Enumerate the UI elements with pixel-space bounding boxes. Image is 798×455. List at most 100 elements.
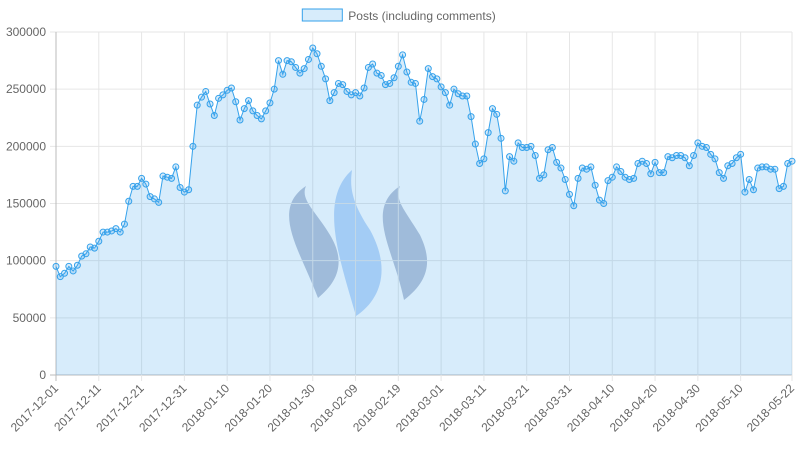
point [471,140,479,148]
point [326,97,334,105]
point [488,105,496,113]
point [82,250,90,258]
point [480,155,488,163]
point [433,75,441,83]
point [356,92,364,100]
point [514,139,522,147]
point [125,197,133,205]
point [245,97,253,105]
point [403,68,411,76]
point [155,198,163,206]
point [630,174,638,182]
point [557,164,565,172]
point [497,134,505,142]
point [715,169,723,177]
y-tick-label: 0 [39,368,46,382]
point [262,107,270,115]
point [450,85,458,93]
point [527,142,535,150]
point [749,186,757,194]
point [197,93,205,101]
point [437,83,445,91]
point [313,50,321,58]
legend-swatch [301,8,343,22]
point [168,174,176,182]
point [339,81,347,89]
point [600,200,608,207]
legend-label: Posts (including comments) [348,9,495,23]
point [690,151,698,159]
point [69,267,77,275]
point [287,58,295,66]
logo-stroke [334,170,382,316]
point [266,99,274,107]
y-tick-label: 250000 [6,82,46,96]
point [279,70,287,78]
point [292,63,300,71]
point [570,202,578,210]
point [206,100,214,108]
point [493,110,501,118]
point [236,116,244,124]
logo-stroke [382,186,428,300]
point [613,163,621,171]
point [617,167,625,175]
point [330,89,338,97]
y-tick-label: 50000 [13,311,47,325]
point [741,188,749,196]
point [779,182,787,190]
point [120,220,128,228]
point [771,165,779,173]
point [275,57,283,65]
point [411,79,419,87]
point [685,162,693,170]
point [467,113,475,121]
y-tick-label: 300000 [6,25,46,39]
grid [50,31,793,381]
point [232,98,240,106]
point [210,111,218,119]
point [360,84,368,92]
point [565,190,573,198]
point [61,269,69,277]
point [390,74,398,82]
point [591,181,599,189]
point [531,151,539,159]
point [133,182,141,190]
point [91,244,99,252]
point [737,150,745,158]
point [510,157,518,165]
point [681,154,689,162]
point [219,91,227,99]
point [788,157,796,165]
legend: Posts (including comments) [301,8,496,23]
point [296,69,304,77]
point [574,174,582,182]
point [643,159,651,167]
point [441,89,449,97]
point [651,158,659,166]
point [322,75,330,83]
point [172,163,180,171]
watermark-logo [289,170,428,316]
point [317,62,325,70]
point [702,143,710,151]
point [202,87,210,95]
point [270,85,278,93]
point [189,142,197,150]
y-tick-label: 200000 [6,139,46,153]
point [386,79,394,87]
point [707,150,715,158]
point [73,261,81,269]
logo-stroke [289,186,339,298]
point [377,71,385,79]
area [56,48,792,375]
point [193,101,201,109]
x-tick-label: 2018-05-22 [744,381,798,435]
point [506,153,514,161]
point [463,92,471,100]
point [540,171,548,179]
point [745,175,753,183]
point [394,62,402,70]
